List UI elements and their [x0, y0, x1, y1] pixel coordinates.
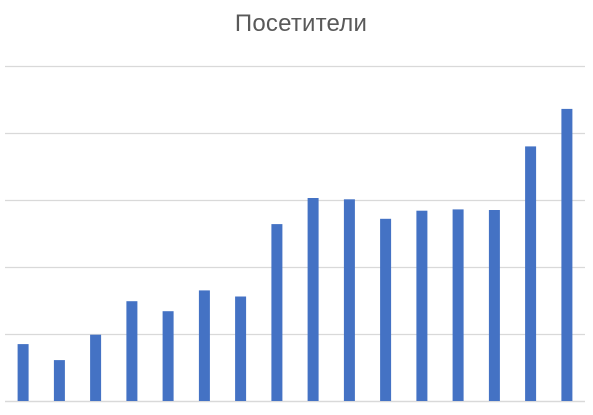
- bar: [271, 224, 283, 401]
- bar: [162, 311, 174, 401]
- bar: [380, 218, 392, 401]
- bar: [416, 210, 428, 401]
- chart-title: Посетители: [234, 10, 368, 37]
- bar: [198, 290, 210, 401]
- bar: [235, 296, 247, 401]
- bar: [343, 199, 355, 401]
- bar: [126, 301, 138, 401]
- bar: [525, 146, 537, 401]
- bar: [90, 334, 102, 401]
- bars: [17, 108, 573, 402]
- bar: [307, 198, 319, 401]
- bar: [488, 210, 500, 401]
- bar: [561, 108, 573, 402]
- bar: [53, 360, 65, 401]
- gridlines: [5, 65, 585, 403]
- bar: [17, 344, 29, 401]
- bar: [452, 209, 464, 401]
